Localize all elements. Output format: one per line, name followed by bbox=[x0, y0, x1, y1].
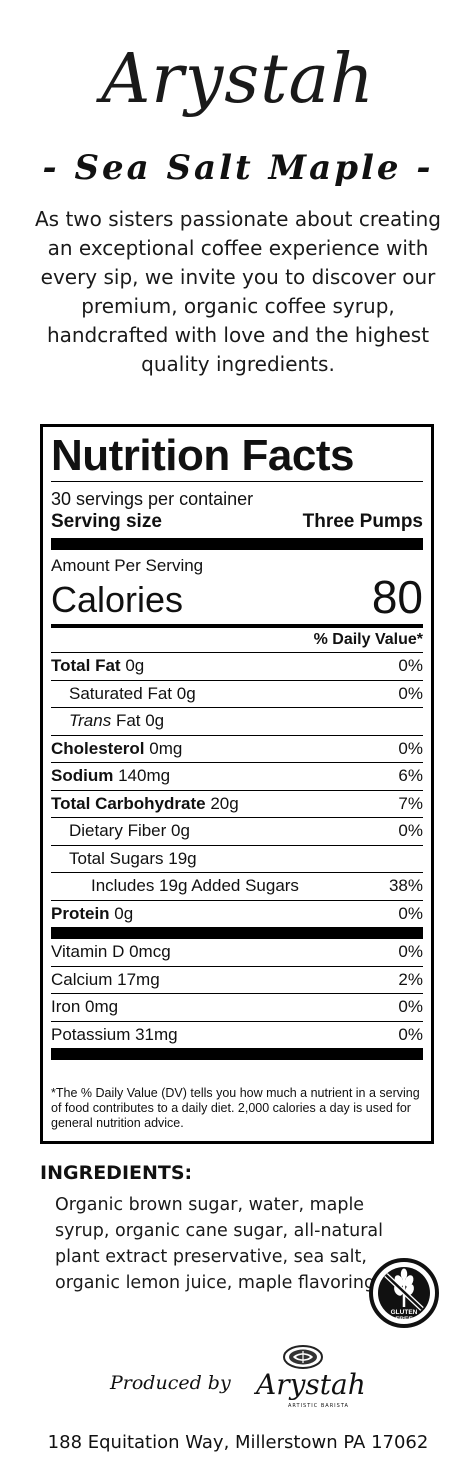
intro-text: As two sisters passionate about creating… bbox=[35, 207, 441, 376]
nutrient-name: Total Sugars bbox=[69, 848, 164, 868]
produced-brand-subtitle: ARTISTIC BARISTA bbox=[288, 1403, 349, 1409]
nutrient-name: Saturated Fat bbox=[69, 683, 173, 703]
nutrient-amount: 0g bbox=[171, 821, 190, 840]
divider-medium bbox=[51, 624, 423, 628]
produced-brand-logo: Arystah bbox=[256, 1368, 366, 1401]
latte-art-icon bbox=[283, 1345, 323, 1369]
calories-value: 80 bbox=[371, 571, 423, 623]
nutrient-name: Total Carbohydrate bbox=[51, 793, 206, 813]
nutrient-dv: 6% bbox=[398, 766, 423, 785]
nutrient-row: Cholesterol 0mg 0% bbox=[51, 736, 423, 763]
vitamin-label: Iron 0mg bbox=[51, 997, 119, 1016]
vitamin-label: Potassium 31mg bbox=[51, 1024, 178, 1044]
nutrient-amount: Fat 0g bbox=[115, 711, 165, 730]
vitamin-row: Vitamin D 0mcg 0% bbox=[51, 939, 423, 967]
nutrient-name: Cholesterol bbox=[51, 738, 145, 758]
flavor-title: - Sea Salt Maple - bbox=[42, 148, 434, 188]
nutrient-name: Dietary Fiber bbox=[69, 821, 167, 840]
nutrient-dv: 0% bbox=[398, 656, 423, 675]
nutrient-row: Total Carbohydrate 20g 7% bbox=[51, 791, 423, 818]
vitamin-dv: 0% bbox=[398, 942, 423, 961]
nutrient-dv: 0% bbox=[398, 738, 423, 758]
nutrient-amount: 20g bbox=[210, 793, 239, 813]
divider-thick bbox=[51, 1048, 423, 1060]
nutrient-row: Total Fat 0g 0% bbox=[51, 653, 423, 681]
divider bbox=[51, 481, 423, 482]
nutrient-amount: 0g bbox=[125, 656, 145, 675]
nutrient-dv: 0% bbox=[398, 821, 423, 840]
ingredients-title: INGREDIENTS: bbox=[40, 1162, 193, 1184]
calories-row: Calories 80 bbox=[51, 574, 423, 620]
company-address: 188 Equitation Way, Millerstown PA 17062 bbox=[47, 1432, 429, 1453]
vitamin-label: Vitamin D 0mcg bbox=[51, 942, 171, 961]
gluten-free-icon: GLUTEN FREE bbox=[369, 1258, 439, 1328]
servings-per-container: 30 servings per container bbox=[51, 489, 254, 509]
nutrient-dv: 7% bbox=[398, 793, 423, 813]
nutrient-name: Sodium bbox=[51, 766, 114, 785]
vitamin-dv: 2% bbox=[398, 969, 423, 989]
nutrition-title: Nutrition Facts bbox=[51, 431, 354, 480]
nutrient-name: Protein bbox=[51, 903, 110, 923]
gluten-text-2: FREE bbox=[395, 1316, 413, 1323]
vitamin-dv: 0% bbox=[398, 997, 423, 1016]
nutrient-dv: 0% bbox=[398, 903, 423, 923]
amount-per-serving: Amount Per Serving bbox=[51, 556, 204, 575]
vitamin-dv: 0% bbox=[398, 1024, 423, 1044]
nutrient-row: Protein 0g 0% bbox=[51, 901, 423, 928]
produced-by-text: Produced by bbox=[110, 1372, 231, 1394]
daily-value-header: % Daily Value* bbox=[51, 628, 423, 653]
nutrient-dv: 0% bbox=[398, 683, 423, 703]
nutrient-row: Sodium 140mg 6% bbox=[51, 763, 423, 791]
serving-size: Serving size Three Pumps bbox=[51, 510, 423, 534]
nutrient-name: Includes 19g Added Sugars bbox=[91, 876, 299, 895]
vitamin-label: Calcium 17mg bbox=[51, 969, 160, 989]
nutrient-row: Saturated Fat 0g 0% bbox=[51, 681, 423, 708]
nutrient-amount: 0g bbox=[114, 903, 134, 923]
nutrient-row: Trans Fat 0g bbox=[51, 708, 423, 736]
ingredients-text: Organic brown sugar, water, maple syrup,… bbox=[55, 1195, 383, 1293]
divider-thick bbox=[51, 927, 423, 939]
vitamin-row: Potassium 31mg 0% bbox=[51, 1022, 423, 1049]
nutrient-row: Dietary Fiber 0g 0% bbox=[51, 818, 423, 846]
nutrient-name: Trans bbox=[69, 711, 112, 730]
serving-size-value: Three Pumps bbox=[302, 511, 423, 532]
nutrient-amount: 140mg bbox=[118, 766, 171, 785]
nutrient-amount: 0mg bbox=[149, 738, 183, 758]
serving-size-label: Serving size bbox=[51, 511, 162, 532]
nutrient-dv: 38% bbox=[388, 876, 423, 895]
divider-thick bbox=[51, 538, 423, 550]
brand-logo: Arystah bbox=[101, 40, 375, 119]
nutrition-facts-panel: Nutrition Facts 30 servings per containe… bbox=[40, 424, 434, 1144]
nutrient-row: Total Sugars 19g bbox=[51, 846, 423, 873]
gluten-text-1: GLUTEN bbox=[391, 1309, 418, 1316]
nutrient-amount: 19g bbox=[168, 848, 197, 868]
nutrient-name: Total Fat bbox=[51, 656, 121, 675]
daily-value-footnote: *The % Daily Value (DV) tells you how mu… bbox=[51, 1086, 420, 1130]
calories-label: Calories bbox=[51, 579, 184, 620]
vitamin-row: Iron 0mg 0% bbox=[51, 994, 423, 1022]
nutrient-row: Includes 19g Added Sugars 38% bbox=[51, 873, 423, 901]
vitamin-row: Calcium 17mg 2% bbox=[51, 967, 423, 994]
nutrient-amount: 0g bbox=[176, 683, 196, 703]
